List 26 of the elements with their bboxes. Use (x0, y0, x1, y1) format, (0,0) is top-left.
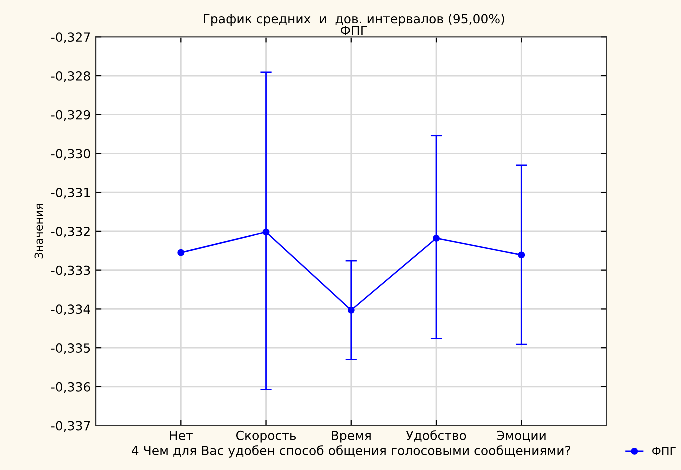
x-tick-label: Эмоции (497, 430, 546, 442)
point (178, 249, 185, 256)
y-tick-label: -0,328 (51, 71, 90, 82)
x-tick-label: Время (332, 431, 371, 443)
x-axis-title: 4 Чем для Вас удобен способ общения голосовыми сообщениями? (132, 446, 571, 458)
y-tick-label: -0,331 (51, 188, 90, 199)
y-tick-label: -0,334 (51, 304, 90, 316)
x-tick-label: Скорость (236, 430, 296, 443)
chart-title: График средних и дов. интервалов (95,00%) (204, 14, 504, 26)
y-tick-label: -0,337 (51, 421, 90, 432)
y-tick-label: -0,336 (51, 382, 90, 394)
y-tick-label: -0,333 (51, 266, 90, 277)
y-tick-label: -0,335 (51, 344, 90, 354)
point (262, 228, 270, 236)
legend-label: ФПГ (652, 447, 676, 456)
y-tick-label: -0,332 (51, 226, 90, 238)
y-tick-label: -0,327 (51, 32, 90, 44)
point (518, 252, 526, 259)
x-tick-label: Удобство (406, 430, 466, 442)
chart-subtitle: ФПГ (340, 26, 368, 36)
y-axis-title: Значения (34, 204, 44, 259)
y-tick-label: -0,329 (51, 110, 90, 122)
y-tick-label: -0,330 (51, 149, 90, 160)
point (433, 235, 440, 242)
point (348, 306, 355, 314)
x-tick-label: Нет (170, 431, 193, 440)
